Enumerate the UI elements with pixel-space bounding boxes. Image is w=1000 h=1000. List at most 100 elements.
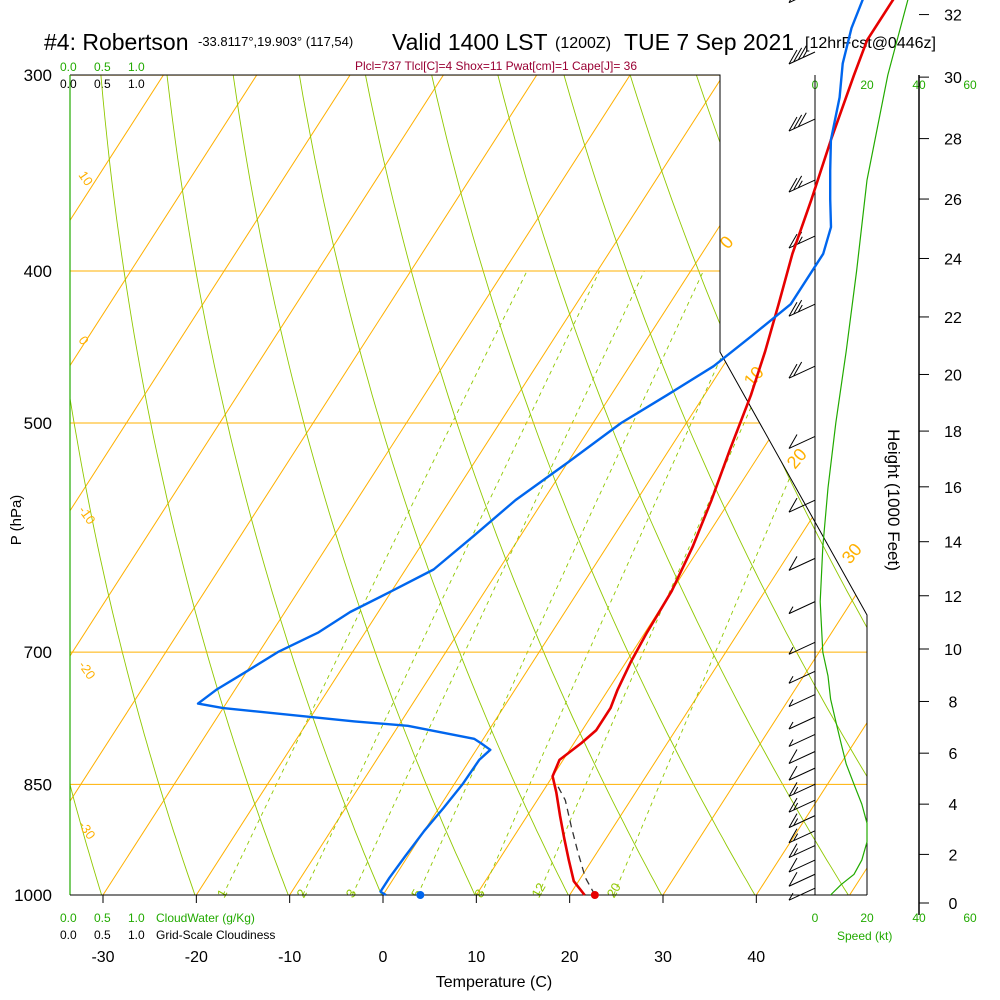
- mixing-ratio-label: 2: [293, 886, 310, 900]
- dry-adiabat-line: [0, 0, 8, 895]
- wind-barb-flag: [788, 765, 798, 781]
- isotherm-line: [70, 75, 617, 895]
- isotherm-line: [102, 75, 711, 895]
- valid-time: Valid 1400 LST: [392, 29, 548, 55]
- temperature-tick-label: -20: [185, 949, 208, 966]
- forecast-label: [12hrFcst@0446z]: [805, 35, 936, 52]
- wind-barb: [788, 112, 816, 132]
- wind-barb-staff: [788, 435, 816, 449]
- wind-barb: [788, 231, 816, 249]
- temperature-tick-label: 10: [467, 949, 485, 966]
- dry-adiabat-line: [845, 75, 867, 895]
- height-tick-label: 4: [949, 797, 958, 814]
- wind-barb-half: [797, 236, 803, 245]
- speed-label: Speed (kt): [837, 929, 892, 943]
- temperature-tick-label: -10: [278, 949, 301, 966]
- wind-barb-staff: [788, 0, 796, 4]
- pressure-tick-label: 300: [24, 66, 52, 85]
- height-tick-label: 18: [944, 424, 962, 441]
- mixing-ratio-line: [222, 270, 528, 895]
- wind-speed-profile: [819, 0, 909, 896]
- wind-barb-flag: [788, 828, 798, 844]
- surface-dewpoint-marker: [416, 891, 425, 899]
- axis-ticks: 2503004005007008501000-30-20-10010203040…: [14, 8, 962, 966]
- dry-adiabat-line: [154, 75, 383, 895]
- sounding-series: [196, 0, 895, 899]
- pressure-tick-label: 1000: [14, 886, 52, 905]
- wind-barb-flag: [788, 233, 798, 249]
- height-axis-title: Height (1000 Feet): [884, 429, 903, 571]
- wind-barb: [788, 828, 816, 844]
- wind-barb-flag: [797, 45, 807, 60]
- plot-frame: [69, 74, 920, 915]
- wind-barb: [788, 765, 816, 781]
- mixing-ratio-line: [351, 270, 645, 895]
- y-axis-title: P (hPa): [8, 495, 25, 546]
- height-tick-label: 30: [944, 70, 962, 87]
- cloudwater-scale-bottom-2: 1.0: [128, 911, 145, 925]
- isotherm-label: 30: [838, 539, 866, 567]
- height-tick-label: 16: [944, 480, 962, 497]
- wind-barb-half: [788, 647, 794, 655]
- wind-panel: [788, 0, 909, 901]
- dry-adiabat-line: [972, 0, 1000, 895]
- dry-adiabat-line: [91, 75, 289, 895]
- height-tick-label: 6: [949, 746, 958, 763]
- station-coords: -33.8117°,19.903° (117,54): [198, 34, 353, 49]
- valid-date: TUE 7 Sep 2021: [624, 29, 794, 55]
- wind-barb-staff: [788, 557, 816, 571]
- isotherm-line: [475, 75, 867, 895]
- wind-barb-half: [797, 180, 803, 189]
- isotherm-line: [849, 75, 867, 895]
- speed-tick-bottom-0: 0: [812, 911, 819, 925]
- wind-barb-staff: [788, 873, 816, 887]
- wind-barb-flag: [788, 497, 798, 513]
- wind-barb-half: [793, 818, 799, 826]
- cloudiness-scale-top-0: 0.0: [60, 77, 77, 91]
- mixing-ratio-label: 20: [604, 880, 624, 900]
- dry-adiabat-line: [70, 75, 103, 895]
- cloudwater-scale-bottom-0: 0.0: [60, 911, 77, 925]
- wind-barb: [788, 749, 816, 764]
- station-title: #4: Robertson: [44, 29, 188, 55]
- isotherm-line: [662, 75, 867, 895]
- wind-barb-flag: [793, 175, 803, 191]
- wind-barb-flag: [788, 749, 798, 764]
- dry-adiabat-line: [70, 75, 196, 895]
- wind-barb-flag: [788, 116, 798, 132]
- height-tick-label: 24: [944, 251, 962, 268]
- cloudiness-scale-bottom-2: 1.0: [128, 928, 145, 942]
- wind-barb-staff: [788, 601, 816, 615]
- wind-barb-flag: [793, 299, 803, 315]
- dry-adiabat-line: [280, 75, 569, 895]
- wind-barb: [788, 556, 816, 571]
- background-lines: [0, 0, 1000, 895]
- cloudwater-scale-top-2: 1.0: [128, 60, 145, 74]
- dewpoint-trace: [196, 0, 864, 897]
- isotherm-line: [569, 75, 867, 895]
- dry-adiabat-label: -30: [76, 818, 99, 842]
- wind-barb-staff: [788, 641, 816, 655]
- wind-barb: [788, 670, 816, 684]
- isotherm-line: [70, 75, 151, 895]
- cloudwater-scale-top-0: 0.0: [60, 60, 77, 74]
- wind-barb: [788, 734, 816, 747]
- wind-barb: [788, 175, 816, 193]
- wind-barb: [788, 857, 816, 873]
- pressure-tick-label: 850: [24, 775, 52, 794]
- wind-barb-half: [788, 892, 794, 901]
- wind-barb: [788, 361, 816, 379]
- height-tick-label: 14: [944, 535, 962, 552]
- mixing-ratio-line: [417, 270, 704, 895]
- wind-barb-staff: [788, 303, 816, 317]
- height-tick-label: 26: [944, 192, 962, 209]
- wind-barb-half: [788, 606, 794, 614]
- isotherm-line: [70, 75, 431, 895]
- wind-barb-flag: [788, 177, 798, 193]
- wind-barb: [788, 45, 816, 65]
- wind-barb-flag: [788, 782, 798, 797]
- wind-barb-staff: [788, 815, 816, 829]
- wind-barb-half: [793, 786, 799, 795]
- height-tick-label: 12: [944, 589, 962, 606]
